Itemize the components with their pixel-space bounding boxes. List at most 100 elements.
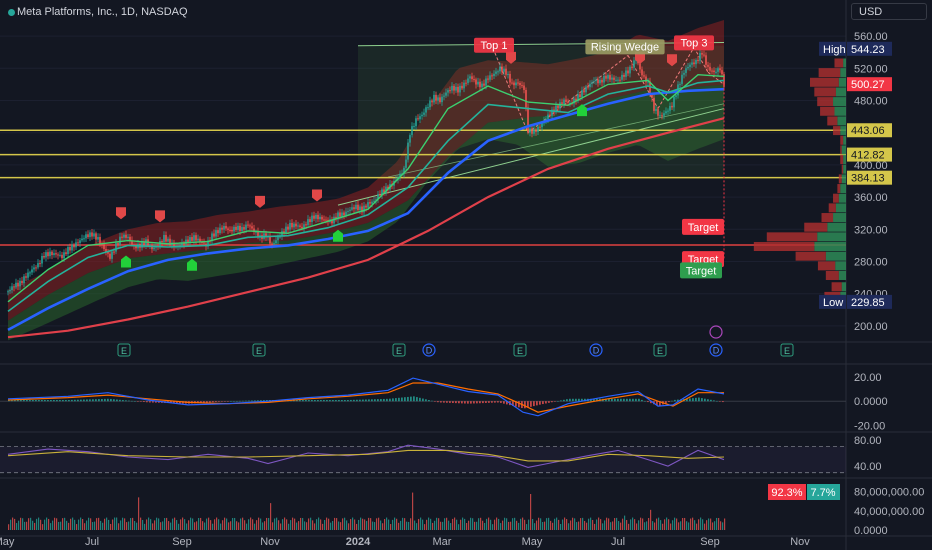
volume-bar — [120, 520, 122, 530]
candle-body — [299, 225, 301, 227]
macd-histogram-bar — [566, 399, 568, 402]
candle-body — [141, 241, 143, 248]
volume-profile — [753, 58, 846, 301]
macd-histogram-bar — [89, 399, 91, 402]
candle-body — [577, 94, 579, 102]
volume-bar — [304, 521, 306, 530]
volume-bar — [60, 521, 62, 530]
macd-histogram-bar — [128, 400, 130, 402]
candle-body — [71, 244, 73, 251]
macd-histogram-bar — [449, 401, 451, 403]
price-label-box — [847, 77, 892, 92]
candle-body — [435, 94, 437, 101]
candle-body — [719, 68, 721, 71]
candle-body — [359, 206, 361, 211]
macd-histogram-bar — [410, 396, 412, 402]
candle-body — [217, 230, 219, 234]
volume-bar — [550, 520, 552, 530]
candle-body — [413, 126, 415, 128]
volume-bar — [626, 520, 628, 530]
volume-bar — [88, 517, 90, 530]
macd-histogram-bar — [704, 398, 706, 402]
wave-line — [627, 55, 659, 109]
candle-body — [521, 85, 523, 87]
time-tick-label: Nov — [790, 536, 810, 548]
candle-body — [249, 225, 251, 227]
macd-histogram-bar — [551, 401, 553, 403]
candle-body — [319, 216, 321, 220]
candle-body — [567, 101, 569, 103]
macd-histogram-bar — [488, 401, 490, 403]
candle-body — [293, 223, 295, 228]
volume-bar — [136, 522, 138, 530]
price-label-box — [847, 41, 892, 56]
volume-bar — [580, 518, 582, 530]
profile-sell-bar — [795, 251, 826, 261]
candle-body — [407, 142, 409, 160]
profile-sell-bar — [814, 87, 836, 97]
volume-bar — [650, 509, 652, 530]
macd-histogram-bar — [536, 401, 538, 406]
volume-bar — [238, 522, 240, 530]
macd-histogram-bar — [170, 401, 172, 404]
macd-histogram-bar — [596, 398, 598, 402]
volume-bar — [96, 518, 98, 530]
profile-sell-bar — [821, 213, 834, 223]
macd-histogram-bar — [419, 397, 421, 402]
buy-signal-icon — [187, 258, 197, 271]
macd-histogram-bar — [632, 398, 634, 402]
ma-200-line — [7, 117, 725, 339]
candle-body — [383, 189, 385, 193]
macd-histogram-bar — [557, 401, 559, 402]
volume-bar — [330, 522, 332, 530]
profile-buy-bar — [843, 164, 846, 174]
candle-body — [675, 95, 677, 97]
volume-bar — [328, 518, 330, 530]
volume-bar — [422, 519, 424, 530]
rsi-tick-label: 40.00 — [854, 461, 882, 473]
macd-histogram-bar — [140, 401, 142, 402]
profile-sell-bar — [840, 145, 842, 155]
volume-bar — [368, 517, 370, 530]
volume-bar — [252, 519, 254, 530]
volume-bar — [432, 522, 434, 530]
volume-bar — [680, 521, 682, 530]
volume-bar — [46, 517, 48, 530]
volume-bar — [402, 517, 404, 530]
volume-bar — [36, 518, 38, 530]
profile-buy-bar — [835, 87, 846, 97]
volume-bar — [438, 518, 440, 530]
macd-histogram-bar — [17, 400, 19, 402]
candle-body — [355, 204, 357, 210]
candle-body — [303, 224, 305, 229]
candle-body — [247, 224, 249, 226]
candle-body — [585, 86, 587, 93]
candle-body — [599, 79, 601, 84]
macd-histogram-bar — [593, 398, 595, 402]
volume-bar — [386, 517, 388, 530]
volume-bar — [532, 518, 534, 530]
candle-body — [11, 286, 13, 291]
volume-bar — [702, 519, 704, 530]
volume-bar — [654, 522, 656, 530]
macd-histogram-bar — [53, 400, 55, 402]
volume-bar — [126, 522, 128, 530]
macd-histogram-bar — [545, 401, 547, 404]
pattern-box — [358, 45, 724, 179]
candle-body — [357, 204, 359, 211]
volume-bar — [514, 517, 516, 530]
candle-body — [687, 66, 689, 69]
macd-histogram-bar — [116, 399, 118, 402]
candle-body — [703, 54, 705, 56]
volume-bar — [528, 519, 530, 530]
macd-histogram-bar — [416, 397, 418, 402]
candle-body — [653, 97, 655, 111]
volume-bar — [388, 519, 390, 530]
macd-histogram-bar — [305, 400, 307, 402]
candle-body — [51, 251, 53, 256]
moving-averages — [7, 73, 725, 339]
candle-body — [721, 70, 723, 75]
currency-button[interactable]: USD — [851, 3, 927, 20]
candle-body — [661, 115, 663, 117]
